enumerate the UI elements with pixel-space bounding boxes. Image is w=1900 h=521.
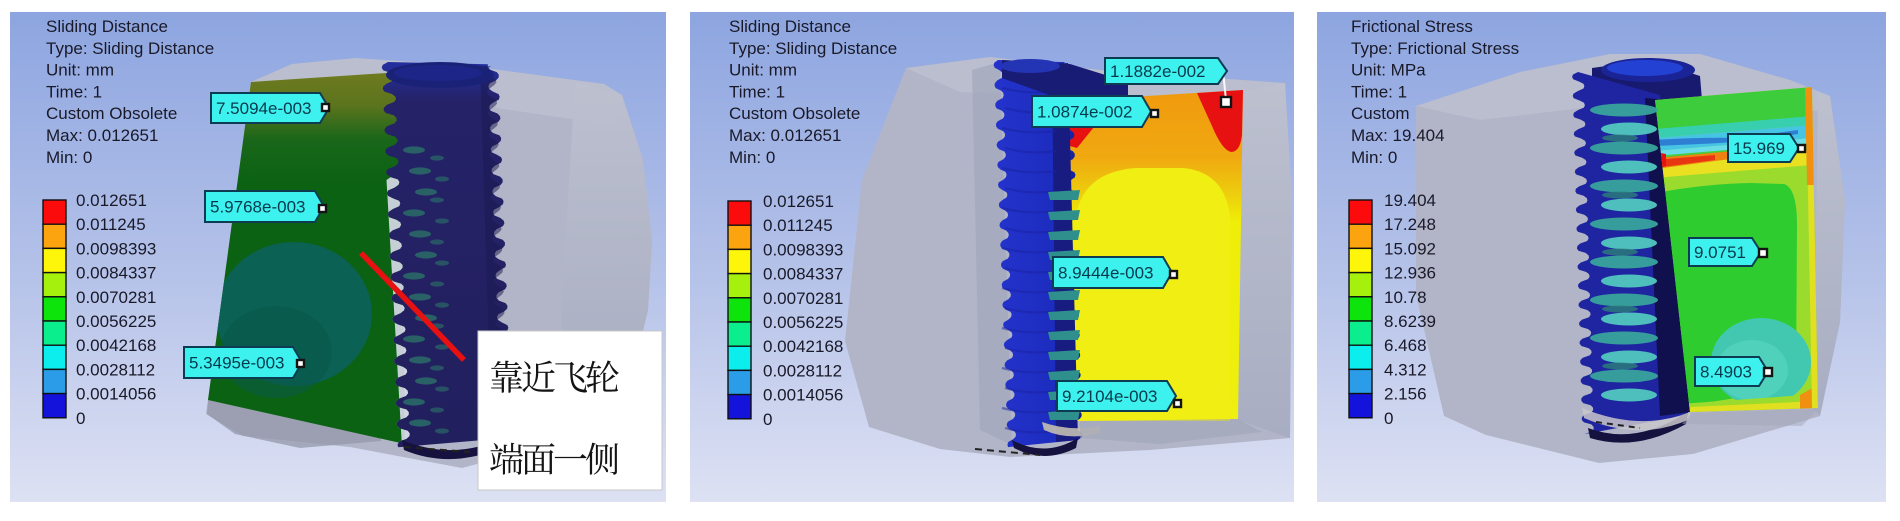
svg-text:Sliding Distance: Sliding Distance	[46, 17, 168, 36]
svg-text:1.1882e-002: 1.1882e-002	[1110, 62, 1205, 81]
svg-text:4.312: 4.312	[1384, 360, 1427, 379]
svg-text:0.0042168: 0.0042168	[763, 337, 843, 356]
svg-text:1.0874e-002: 1.0874e-002	[1037, 103, 1132, 122]
svg-text:0.0084337: 0.0084337	[763, 265, 843, 284]
svg-text:5.3495e-003: 5.3495e-003	[189, 354, 284, 373]
svg-text:0: 0	[1384, 409, 1393, 428]
svg-text:0.0084337: 0.0084337	[76, 264, 156, 283]
svg-text:Time: 1: Time: 1	[1351, 82, 1407, 101]
svg-text:Type: Sliding Distance: Type: Sliding Distance	[729, 39, 897, 58]
svg-text:9.0751: 9.0751	[1694, 243, 1746, 262]
svg-text:15.969: 15.969	[1733, 139, 1785, 158]
svg-text:0.0056225: 0.0056225	[763, 313, 843, 332]
svg-text:0.011245: 0.011245	[76, 215, 146, 234]
svg-text:0.012651: 0.012651	[763, 192, 834, 211]
svg-text:0.0098393: 0.0098393	[763, 240, 843, 259]
svg-text:0.0070281: 0.0070281	[763, 289, 843, 308]
svg-text:8.4903: 8.4903	[1700, 363, 1752, 382]
svg-text:12.936: 12.936	[1384, 264, 1436, 283]
svg-text:0: 0	[76, 409, 85, 428]
svg-text:0.012651: 0.012651	[76, 191, 147, 210]
svg-text:Type: Sliding Distance: Type: Sliding Distance	[46, 39, 214, 58]
svg-text:19.404: 19.404	[1384, 191, 1436, 210]
svg-text:Frictional Stress: Frictional Stress	[1351, 17, 1473, 36]
svg-text:10.78: 10.78	[1384, 288, 1427, 307]
svg-text:0.0014056: 0.0014056	[763, 386, 843, 405]
svg-text:0: 0	[763, 410, 772, 429]
svg-text:Time: 1: Time: 1	[46, 82, 102, 101]
svg-text:0.0070281: 0.0070281	[76, 288, 156, 307]
svg-text:0.0056225: 0.0056225	[76, 312, 156, 331]
svg-text:17.248: 17.248	[1384, 215, 1436, 234]
svg-text:Unit: mm: Unit: mm	[46, 61, 114, 80]
svg-text:Custom Obsolete: Custom Obsolete	[46, 104, 177, 123]
svg-text:0.0014056: 0.0014056	[76, 385, 156, 404]
svg-text:Type: Frictional Stress: Type: Frictional Stress	[1351, 39, 1519, 58]
svg-text:0.0028112: 0.0028112	[763, 361, 842, 380]
svg-text:0.0098393: 0.0098393	[76, 239, 156, 258]
svg-text:Custom: Custom	[1351, 104, 1410, 123]
svg-text:Custom Obsolete: Custom Obsolete	[729, 104, 860, 123]
svg-text:Min: 0: Min: 0	[46, 148, 92, 167]
svg-text:Unit: MPa: Unit: MPa	[1351, 61, 1426, 80]
svg-text:2.156: 2.156	[1384, 385, 1427, 404]
svg-text:Max: 19.404: Max: 19.404	[1351, 126, 1445, 145]
svg-text:8.6239: 8.6239	[1384, 312, 1436, 331]
svg-text:Min: 0: Min: 0	[729, 148, 775, 167]
svg-text:Time: 1: Time: 1	[729, 82, 785, 101]
svg-text:0.0042168: 0.0042168	[76, 336, 156, 355]
svg-text:6.468: 6.468	[1384, 336, 1427, 355]
svg-text:0.011245: 0.011245	[763, 216, 833, 235]
svg-text:5.9768e-003: 5.9768e-003	[210, 198, 305, 217]
svg-text:15.092: 15.092	[1384, 239, 1436, 258]
svg-text:Sliding Distance: Sliding Distance	[729, 17, 851, 36]
svg-text:7.5094e-003: 7.5094e-003	[216, 99, 311, 118]
svg-text:9.2104e-003: 9.2104e-003	[1062, 387, 1157, 406]
svg-text:Min: 0: Min: 0	[1351, 148, 1397, 167]
svg-text:Max: 0.012651: Max: 0.012651	[729, 126, 841, 145]
svg-text:Max: 0.012651: Max: 0.012651	[46, 126, 158, 145]
svg-text:0.0028112: 0.0028112	[76, 360, 155, 379]
svg-text:8.9444e-003: 8.9444e-003	[1058, 264, 1153, 283]
svg-text:Unit: mm: Unit: mm	[729, 61, 797, 80]
